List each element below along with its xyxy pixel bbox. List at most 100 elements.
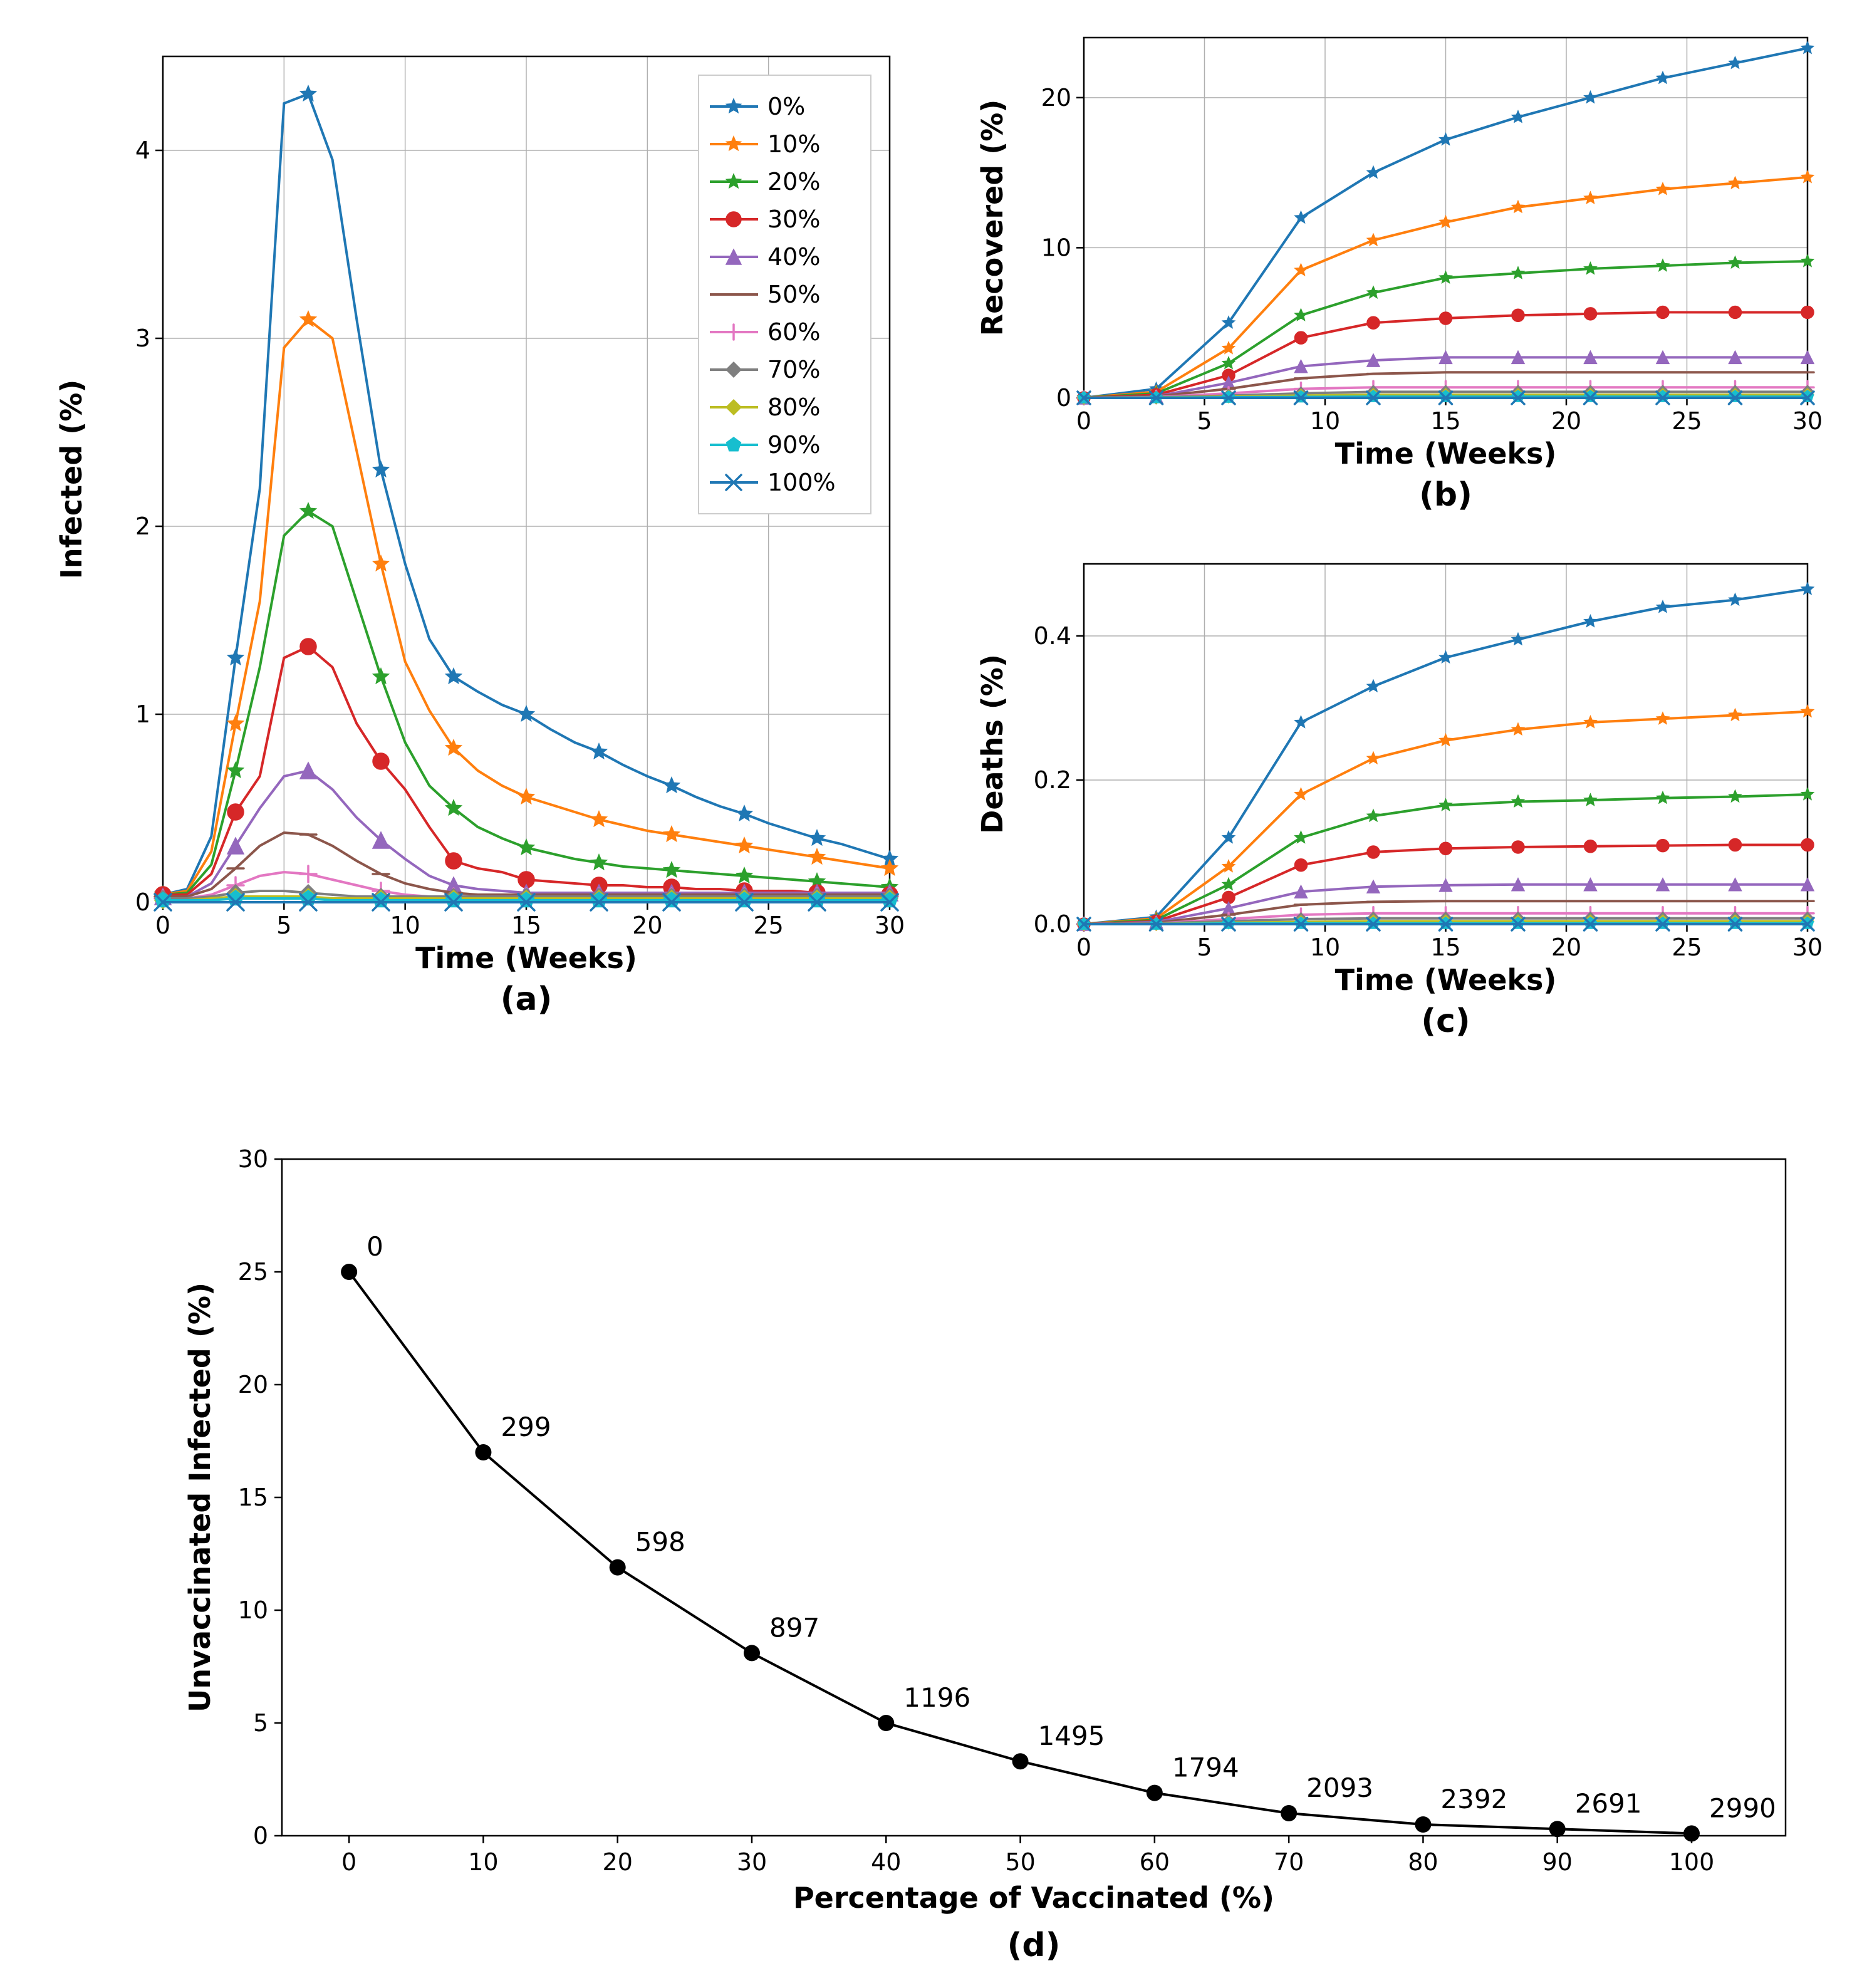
xtick: 15 — [1430, 407, 1460, 435]
ylabel: Recovered (%) — [975, 100, 1009, 336]
panel-a: 0 5 10 15 20 25 30 0 1 2 3 4 Time (Weeks) Infected (%… — [38, 31, 927, 1002]
xtick: 30 — [875, 912, 905, 939]
annotation: 1196 — [903, 1682, 970, 1713]
xlabel: Time (Weeks) — [1335, 437, 1557, 471]
xlabel: Time (Weeks) — [415, 941, 637, 975]
ytick: 20 — [1041, 84, 1071, 112]
xtick: 20 — [1551, 934, 1581, 961]
annotation: 2691 — [1575, 1788, 1642, 1819]
panel-a-svg: 0 5 10 15 20 25 30 0 1 2 3 4 Time (Weeks) Infected (%… — [38, 31, 927, 1002]
xtick: 15 — [1430, 934, 1460, 961]
xtick: 90 — [1542, 1848, 1573, 1876]
xtick: 15 — [511, 912, 541, 939]
legend-label: 90% — [767, 431, 820, 459]
panel-d-svg: 0102030405060708090100051015202530029959… — [157, 1134, 1823, 1955]
panel-c-svg: 0 5 10 15 20 25 30 0.0 0.2 0.4 Time (Weeks) Deaths … — [959, 539, 1845, 1024]
ylabel: Deaths (%) — [975, 654, 1009, 834]
xtick: 0 — [155, 912, 170, 939]
marker-d — [1549, 1821, 1566, 1837]
annotation: 2392 — [1440, 1784, 1507, 1814]
xtick: 25 — [1672, 934, 1702, 961]
xtick: 100 — [1669, 1848, 1715, 1876]
legend-label: 40% — [767, 243, 820, 271]
xtick: 0 — [1076, 407, 1091, 435]
legend-label: 80% — [767, 393, 820, 421]
ytick: 30 — [238, 1145, 268, 1173]
ytick: 25 — [238, 1258, 268, 1286]
legend-label: 0% — [767, 93, 805, 120]
xtick: 20 — [632, 912, 662, 939]
xtick: 25 — [753, 912, 783, 939]
panel-b-svg: 05101520253001020Time (Weeks)Recovered (… — [959, 13, 1845, 498]
annotation: 1794 — [1172, 1752, 1239, 1783]
ytick: 15 — [238, 1484, 268, 1511]
legend-label: 100% — [767, 469, 836, 496]
legend-label: 20% — [767, 168, 820, 195]
ylabel: Infected (%) — [55, 380, 88, 580]
xtick: 50 — [1005, 1848, 1035, 1876]
marker-d — [1147, 1785, 1163, 1801]
marker-d — [475, 1444, 491, 1460]
ytick: 5 — [253, 1709, 268, 1737]
annotation: 2093 — [1306, 1772, 1373, 1803]
legend-label: 50% — [767, 281, 820, 308]
annotation: 2990 — [1709, 1793, 1776, 1823]
xtick: 20 — [603, 1848, 633, 1876]
xtick: 5 — [276, 912, 291, 939]
panel-b: 05101520253001020Time (Weeks)Recovered (… — [959, 13, 1845, 498]
marker-d — [1281, 1805, 1297, 1821]
ytick: 10 — [238, 1596, 268, 1624]
xtick: 80 — [1408, 1848, 1438, 1876]
ytick: 20 — [238, 1371, 268, 1398]
xtick: 0 — [1076, 934, 1091, 961]
xlabel: Time (Weeks) — [1335, 963, 1557, 997]
ytick: 0 — [1056, 384, 1071, 412]
ytick: 3 — [135, 325, 150, 352]
xtick: 30 — [1792, 407, 1823, 435]
legend-label: 70% — [767, 356, 820, 383]
legend-label: 30% — [767, 206, 820, 233]
xtick: 25 — [1672, 407, 1702, 435]
xtick: 10 — [390, 912, 420, 939]
panel-b-title: (b) — [1084, 476, 1807, 514]
ytick: 0 — [135, 888, 150, 916]
xtick: 0 — [341, 1848, 356, 1876]
xtick: 5 — [1197, 934, 1212, 961]
ytick: 1 — [135, 700, 150, 728]
xtick: 5 — [1197, 407, 1212, 435]
legend-label: 60% — [767, 318, 820, 346]
panel-c: 0 5 10 15 20 25 30 0.0 0.2 0.4 Time (Weeks) Deaths … — [959, 539, 1845, 1024]
marker-d — [610, 1559, 626, 1576]
panel-d-title: (d) — [282, 1927, 1786, 1964]
marker-d — [341, 1264, 357, 1280]
legend-label: 10% — [767, 130, 820, 158]
ytick: 0.2 — [1034, 766, 1071, 794]
panel-d: 0102030405060708090100051015202530029959… — [157, 1134, 1823, 1955]
annotation: 897 — [769, 1612, 819, 1643]
xtick: 20 — [1551, 407, 1581, 435]
ytick: 0.0 — [1034, 910, 1071, 938]
xtick: 10 — [468, 1848, 498, 1876]
marker-d — [878, 1715, 894, 1731]
marker-d — [744, 1645, 760, 1661]
annotation: 0 — [367, 1231, 383, 1262]
annotation: 299 — [501, 1412, 551, 1442]
xtick: 70 — [1274, 1848, 1304, 1876]
ytick: 0 — [253, 1822, 268, 1850]
ytick: 0.4 — [1034, 622, 1071, 650]
xtick: 30 — [1792, 934, 1823, 961]
marker-d — [1683, 1825, 1700, 1841]
ytick: 2 — [135, 513, 150, 540]
ytick: 4 — [135, 137, 150, 164]
annotation: 1495 — [1038, 1720, 1105, 1751]
marker-d — [1012, 1753, 1029, 1769]
ylabel: Unvaccinated Infected (%) — [183, 1283, 217, 1712]
xtick: 10 — [1310, 934, 1340, 961]
panel-a-title: (a) — [163, 981, 890, 1018]
marker-d — [1415, 1816, 1431, 1833]
annotation: 598 — [635, 1527, 685, 1558]
xtick: 30 — [737, 1848, 767, 1876]
ytick: 10 — [1041, 234, 1071, 261]
panel-c-title: (c) — [1084, 1002, 1807, 1040]
xtick: 10 — [1310, 407, 1340, 435]
